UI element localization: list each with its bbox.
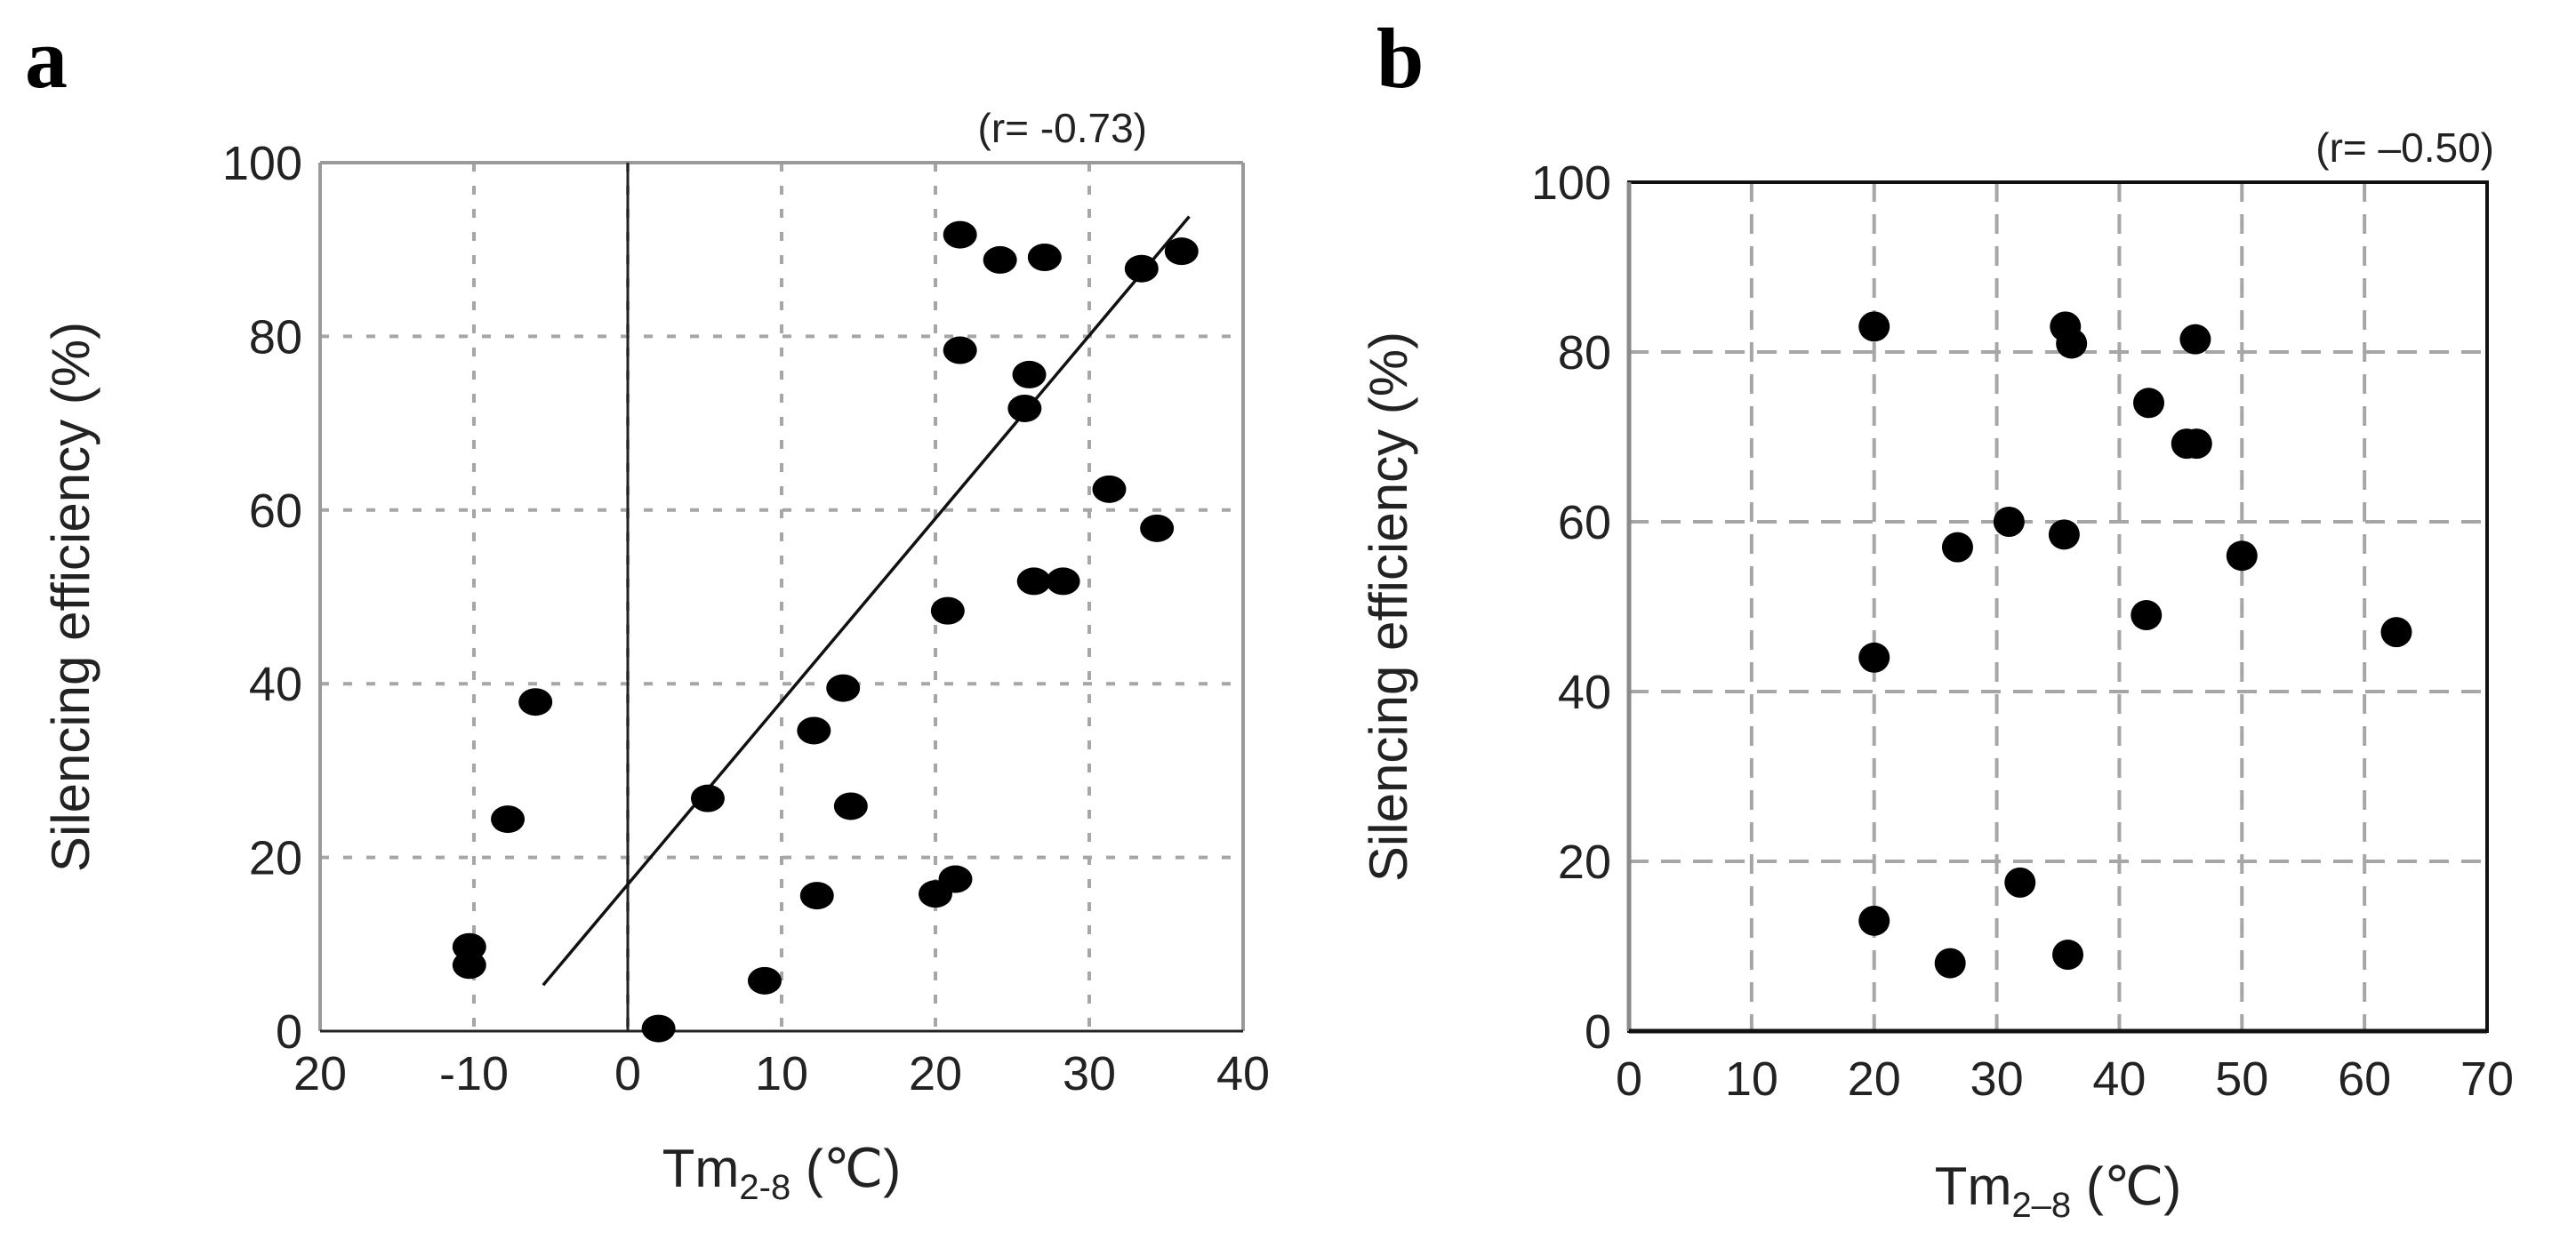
x-tick-label: 10 [1725,1052,1778,1106]
y-tick-label: 20 [249,832,302,885]
y-tick-label: 0 [276,1005,302,1059]
y-tick-label: 60 [1558,496,1611,549]
data-point [2004,867,2036,898]
y-tick-label: 80 [1558,326,1611,380]
x-tick-label: 30 [1063,1047,1116,1100]
data-point [797,716,831,745]
data-point [2380,617,2412,648]
x-tick-label: 60 [2338,1052,2391,1106]
x-tick-label: 20 [293,1047,347,1100]
data-point [452,951,486,980]
x-tick-label: 0 [1616,1052,1642,1106]
x-tick-label: 40 [1216,1047,1270,1100]
data-point [1027,243,1062,271]
data-point [799,882,834,910]
data-point [491,805,526,834]
data-point [690,784,725,812]
data-point [2179,324,2211,355]
correlation-label: (r= -0.73) [978,105,1147,151]
y-tick-label: 20 [1558,836,1611,889]
x-tick-label: 10 [755,1047,808,1100]
data-point [943,220,977,249]
data-point [983,245,1017,274]
data-point [1993,507,2025,537]
x-tick-label: 40 [2092,1052,2146,1106]
data-point [2052,940,2084,971]
data-point [1164,237,1199,266]
data-point [1124,254,1159,283]
data-point [826,674,861,702]
y-axis-title: Silencing efficiency (%) [41,322,100,872]
data-point [1092,475,1127,503]
data-point [930,596,965,625]
x-axis-title: Tm2–8 (℃) [1935,1156,2181,1225]
x-tick-label: 0 [614,1047,641,1100]
data-point [1941,532,1973,563]
plot-frame [1627,180,2489,1033]
data-point [943,336,977,364]
data-point [1858,905,1890,936]
x-tick-label: 20 [909,1047,962,1100]
data-point [1858,311,1890,342]
data-point [2131,600,2163,631]
data-point [2133,388,2165,419]
data-point [1858,642,1890,673]
x-axis-title: Tm2-8 (℃) [662,1139,901,1207]
y-tick-label: 0 [1585,1005,1611,1059]
correlation-label: (r= –0.50) [2315,124,2494,171]
y-tick-label: 100 [222,137,302,190]
y-tick-label: 100 [1531,156,1611,210]
x-tick-label: 30 [1970,1052,2024,1106]
data-point [1140,514,1175,542]
y-tick-label: 40 [249,658,302,711]
x-tick-label: -10 [439,1047,509,1100]
y-tick-label: 80 [249,310,302,364]
data-point [2226,540,2258,572]
data-point [518,688,553,716]
data-point [1016,567,1051,596]
x-tick-label: 20 [1848,1052,1901,1106]
data-point [2056,328,2088,359]
data-point [1046,567,1080,596]
panel-letter-b: b [1376,11,1424,106]
data-point [2048,519,2080,550]
data-point [1007,394,1042,422]
data-point [1012,360,1047,388]
data-point [833,792,868,820]
data-point [919,880,952,908]
data-point [1934,948,1966,979]
data-point [747,966,782,995]
x-tick-label: 70 [2460,1052,2514,1106]
trend-line [542,215,1191,987]
data-point [2180,428,2212,460]
y-axis-title: Silencing efficiency (%) [1359,332,1418,882]
x-tick-label: 50 [2215,1052,2268,1106]
data-point [641,1014,676,1043]
y-tick-label: 40 [1558,666,1611,719]
y-tick-label: 60 [249,484,302,538]
chart-b: 0 20 40 60 80 100 0 10 20 30 40 50 60 70 (r= –0.50) Sil… [1359,124,2514,1225]
panel-letter-a: a [25,11,68,106]
